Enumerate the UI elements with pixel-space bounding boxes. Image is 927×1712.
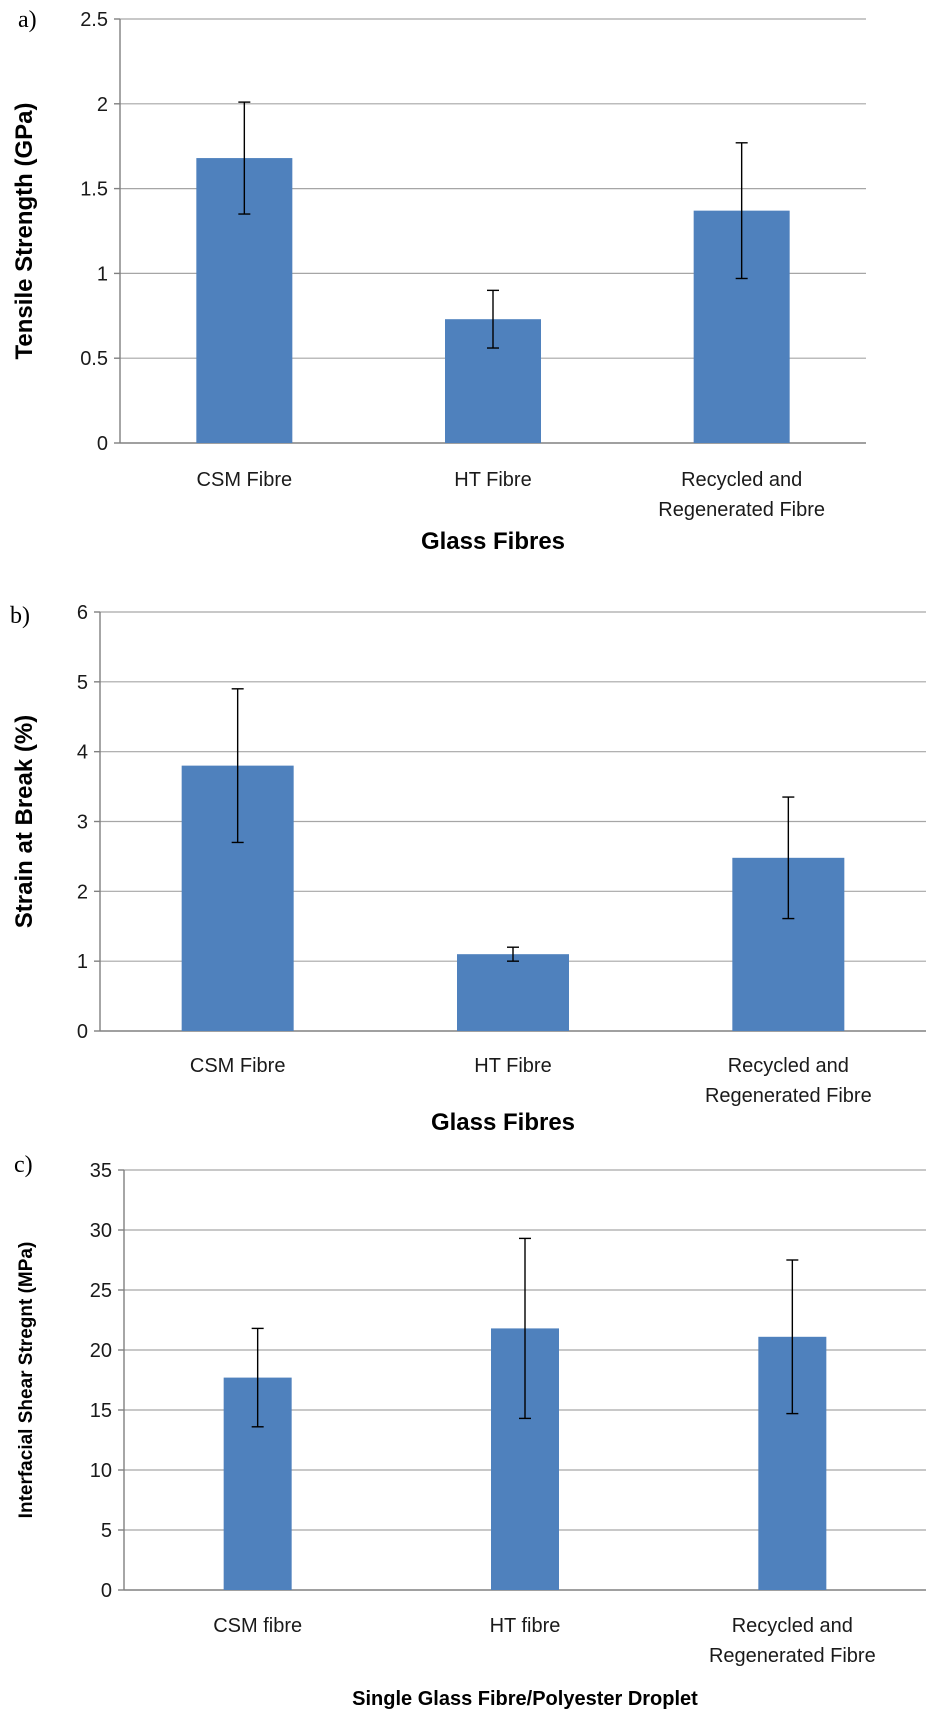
y-tick-label: 5 <box>101 1520 112 1542</box>
y-tick-label: 5 <box>77 672 88 694</box>
y-tick-label: 0 <box>77 1021 88 1043</box>
chart-panel-3: c) 0 5 10 15 20 25 30 35 CSM fibre HT fibre Recycle… <box>14 1152 926 1710</box>
x-category-label: HT fibre <box>490 1615 561 1637</box>
y-tick-label: 30 <box>90 1220 112 1242</box>
chart-panel-1: a) 0 0.5 1 1.5 2 2.5 CSM Fibre HT Fibre Recycled … <box>11 7 866 555</box>
y-axis-title: Tensile Strength (GPa) <box>11 103 38 360</box>
panel-label: c) <box>14 1152 33 1178</box>
panel-label: b) <box>10 603 30 629</box>
x-category-label: CSM fibre <box>213 1615 302 1637</box>
x-axis-title: Glass Fibres <box>431 1109 575 1136</box>
y-tick-label: 0.5 <box>80 348 108 370</box>
x-category-label: CSM Fibre <box>197 469 293 491</box>
y-tick-label: 4 <box>77 742 88 764</box>
y-tick-label: 20 <box>90 1340 112 1362</box>
y-tick-label: 1 <box>77 951 88 973</box>
x-category-label: CSM Fibre <box>190 1055 286 1077</box>
chart-panel-2: b) 0 1 2 3 4 5 6 CSM Fibre HT Fibre Recycled and Re… <box>10 602 926 1136</box>
x-category-label: Recycled and Regenerated Fibre <box>709 1615 876 1667</box>
y-axis-title: Strain at Break (%) <box>11 715 38 928</box>
x-category-label: Recycled and Regenerated Fibre <box>658 469 825 521</box>
panel-label: a) <box>18 7 37 33</box>
y-axis-title: Interfacial Shear Stregnt (MPa) <box>16 1242 37 1519</box>
y-tick-label: 15 <box>90 1400 112 1422</box>
x-category-label: HT Fibre <box>454 469 531 491</box>
y-tick-label: 2 <box>77 881 88 903</box>
x-category-label: Recycled and Regenerated Fibre <box>705 1055 872 1107</box>
x-axis-title: Glass Fibres <box>421 528 565 555</box>
y-tick-label: 35 <box>90 1160 112 1182</box>
bar-2 <box>457 954 569 1031</box>
y-tick-label: 1.5 <box>80 179 108 201</box>
y-tick-label: 2.5 <box>80 9 108 31</box>
y-tick-label: 2 <box>97 94 108 116</box>
y-tick-label: 0 <box>97 433 108 455</box>
y-tick-label: 10 <box>90 1460 112 1482</box>
y-tick-label: 3 <box>77 812 88 834</box>
y-tick-label: 0 <box>101 1580 112 1602</box>
x-axis-title: Single Glass Fibre/Polyester Droplet <box>352 1688 698 1710</box>
y-tick-label: 25 <box>90 1280 112 1302</box>
x-category-label: HT Fibre <box>474 1055 551 1077</box>
y-tick-label: 1 <box>97 263 108 285</box>
y-tick-label: 6 <box>77 602 88 624</box>
